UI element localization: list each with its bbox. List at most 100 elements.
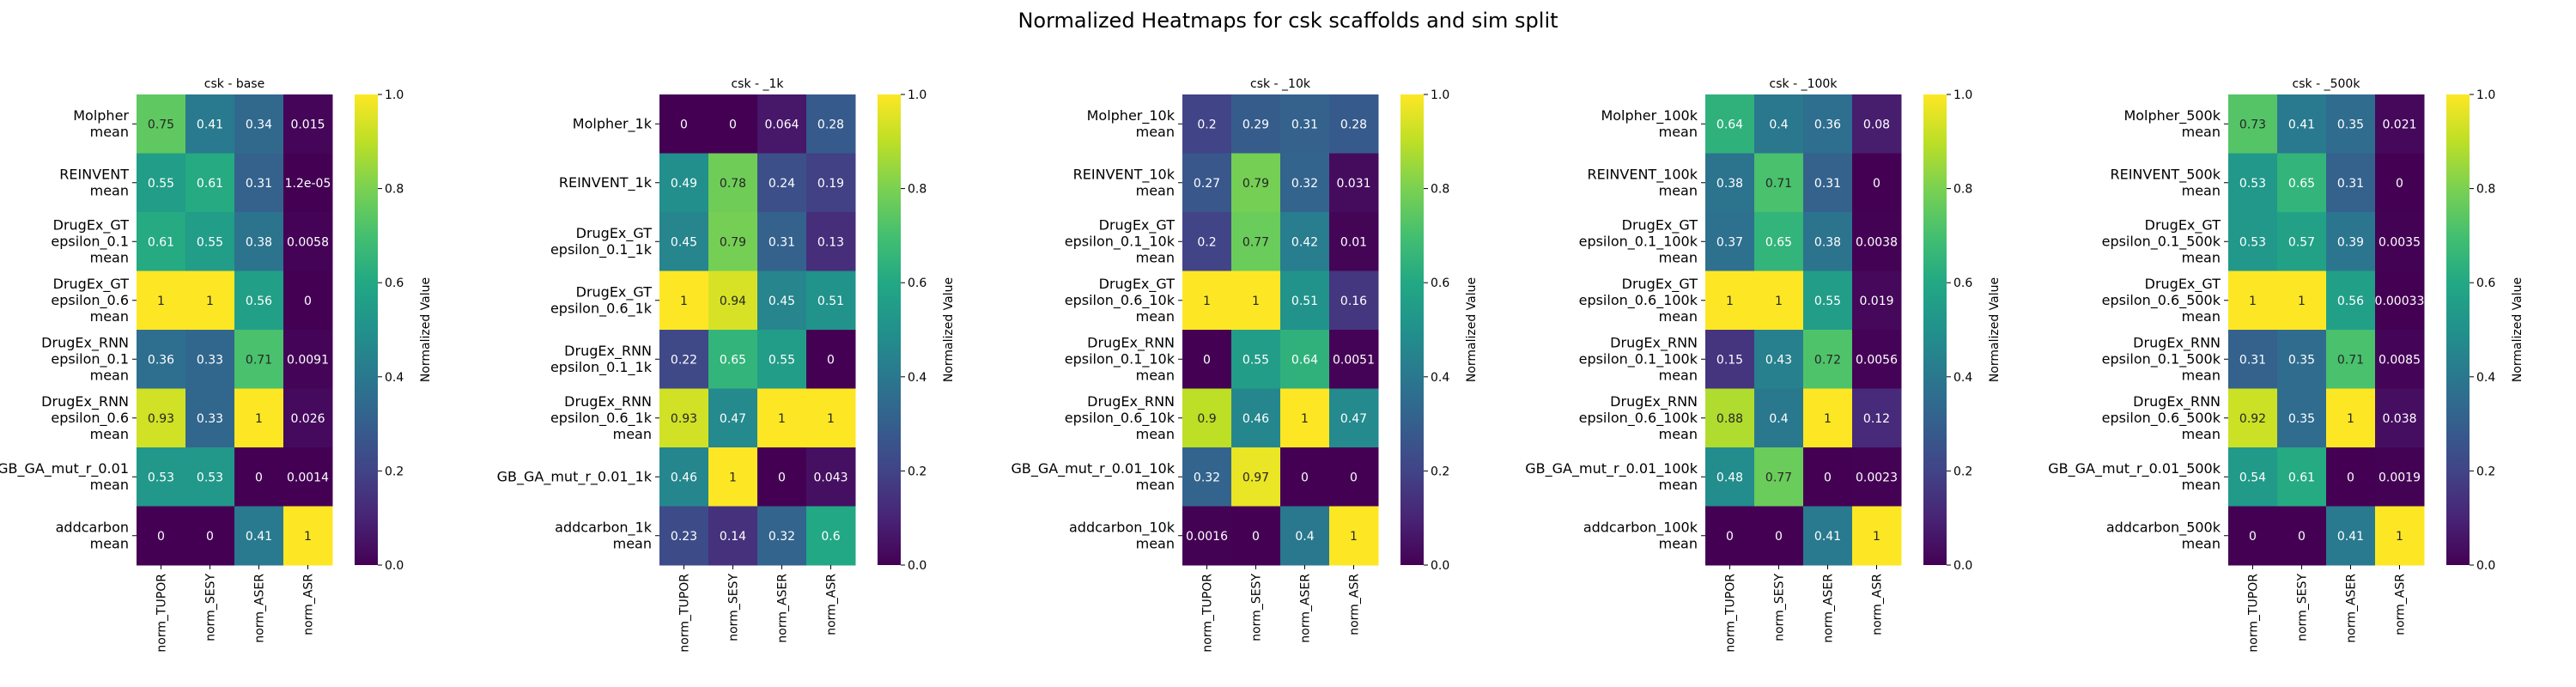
heatmap-cell (137, 271, 186, 331)
cell-value: 0.61 (197, 177, 223, 191)
cell-value: 0 (1203, 353, 1211, 367)
heatmap-cell (1852, 330, 1902, 389)
cell-value: 0.53 (2239, 177, 2266, 191)
row-label: DrugEx_GT (1622, 276, 1698, 293)
row-label: epsilon_0.6_10k (1065, 292, 1176, 309)
colorbar-tick-label: 0.4 (2476, 371, 2495, 385)
heatmap-cell (1182, 388, 1232, 448)
column-label: norm_SESY (1773, 574, 1787, 641)
cell-value: 0.78 (720, 177, 746, 191)
heatmap-cell (708, 447, 758, 507)
column-label: norm_TUPOR (2247, 574, 2261, 653)
row-label: REINVENT_100k (1587, 166, 1698, 183)
heatmap-cell (137, 212, 186, 271)
row-label: addcarbon_500k (2106, 519, 2221, 536)
cell-value: 0.31 (246, 177, 272, 191)
heatmap-cell (659, 212, 709, 271)
cell-value: 0.75 (148, 118, 174, 131)
heatmap-cell (234, 330, 284, 389)
row-label: Molpher_500k (2123, 107, 2221, 125)
heatmap-panel: csk - _100k 0.64 0.4 0.36 0.08 0.38 0.71 0.31 0 0… (1525, 77, 2002, 653)
heatmap-cell (1182, 330, 1232, 389)
heatmap-cell (1754, 271, 1804, 331)
column-label: norm_TUPOR (1201, 574, 1215, 653)
heatmap-cell (806, 153, 856, 213)
heatmap-cell (283, 447, 333, 507)
cell-value: 0 (1873, 177, 1880, 191)
heatmap-cell (1803, 506, 1853, 566)
heatmap-cell (1329, 212, 1379, 271)
heatmap-cell (2228, 94, 2278, 154)
colorbar-tick-label: 0.2 (385, 465, 404, 478)
heatmap-cell (283, 388, 333, 448)
cell-value: 1 (1824, 412, 1832, 426)
heatmap-cell (659, 94, 709, 154)
heatmap-cell (2277, 388, 2327, 448)
cell-value: 0.27 (1194, 177, 1220, 191)
cell-value: 0.79 (1242, 177, 1269, 191)
cell-value: 0.41 (197, 118, 223, 131)
colorbar-tick-label: 0.2 (1953, 465, 1972, 478)
row-label: DrugEx_GT (1099, 276, 1176, 293)
cell-value: 0.031 (1336, 177, 1370, 191)
cell-value: 0.33 (197, 412, 223, 426)
cell-value: 0.38 (246, 235, 272, 249)
heatmap-cell (659, 153, 709, 213)
heatmap-cell (2228, 153, 2278, 213)
cell-value: 0.93 (671, 412, 697, 426)
cell-value: 1 (778, 412, 786, 426)
row-label: mean (2182, 367, 2221, 383)
cell-value: 0.16 (1340, 295, 1367, 308)
cell-value: 1 (255, 412, 263, 426)
cell-value: 0.94 (720, 295, 746, 308)
row-label: mean (2182, 535, 2221, 551)
cell-value: 0.19 (817, 177, 844, 191)
heatmap-cell (234, 94, 284, 154)
row-label: epsilon_0.1_10k (1065, 233, 1176, 250)
colorbar (2446, 94, 2470, 565)
row-label: epsilon_0.6 (51, 410, 129, 427)
column-label: norm_SESY (727, 574, 741, 641)
colorbar-tick-label: 0.4 (1431, 371, 1449, 385)
row-label: DrugEx_RNN (2133, 334, 2221, 351)
heatmap-cell (2326, 388, 2376, 448)
heatmap-cell (185, 388, 235, 448)
cell-value: 0.64 (1291, 353, 1318, 367)
panel-title: csk - _1k (731, 77, 784, 91)
heatmap-cell (1705, 330, 1755, 389)
cell-value: 1 (1252, 295, 1260, 308)
row-label: GB_GA_mut_r_0.01_100k (1525, 460, 1698, 477)
heatmap-cell (2375, 212, 2425, 271)
heatmap-cell (806, 506, 856, 566)
cell-value: 0.57 (2288, 235, 2315, 249)
colorbar (878, 94, 901, 565)
column-label: norm_SESY (204, 574, 218, 641)
colorbar-tick-label: 0.2 (2476, 465, 2495, 478)
heatmap-cell (283, 153, 333, 213)
row-label: GB_GA_mut_r_0.01_500k (2048, 460, 2221, 477)
heatmap-cell (757, 212, 807, 271)
row-label: GB_GA_mut_r_0.01 (0, 460, 129, 477)
panel-title: csk - _100k (1770, 77, 1838, 91)
heatmap-cell (1754, 212, 1804, 271)
heatmap-cell (757, 388, 807, 448)
heatmap-cell (1803, 447, 1853, 507)
heatmap-cell (2277, 94, 2327, 154)
cell-value: 0.42 (1291, 235, 1318, 249)
heatmap-cell (2375, 153, 2425, 213)
heatmap-cell (283, 94, 333, 154)
cell-value: 0.71 (1765, 177, 1792, 191)
heatmap-cell (1231, 212, 1281, 271)
heatmap-panel: csk - _1k 0 0 0.064 0.28 0.49 0.78 0.24 0.19 0.45… (497, 77, 956, 653)
row-label: Molpher_1k (573, 115, 653, 132)
column-label: norm_ASER (1822, 574, 1836, 643)
heatmap-cell (1329, 330, 1379, 389)
cell-value: 0.13 (817, 235, 844, 249)
heatmap-cell (806, 330, 856, 389)
cell-value: 0.49 (671, 177, 697, 191)
heatmap-cell (1231, 388, 1281, 448)
colorbar-tick-label: 1.0 (1431, 88, 1449, 102)
panel-title: csk - _500k (2293, 77, 2361, 91)
row-label: GB_GA_mut_r_0.01_10k (1011, 460, 1175, 477)
row-label: epsilon_0.1_100k (1579, 350, 1698, 368)
